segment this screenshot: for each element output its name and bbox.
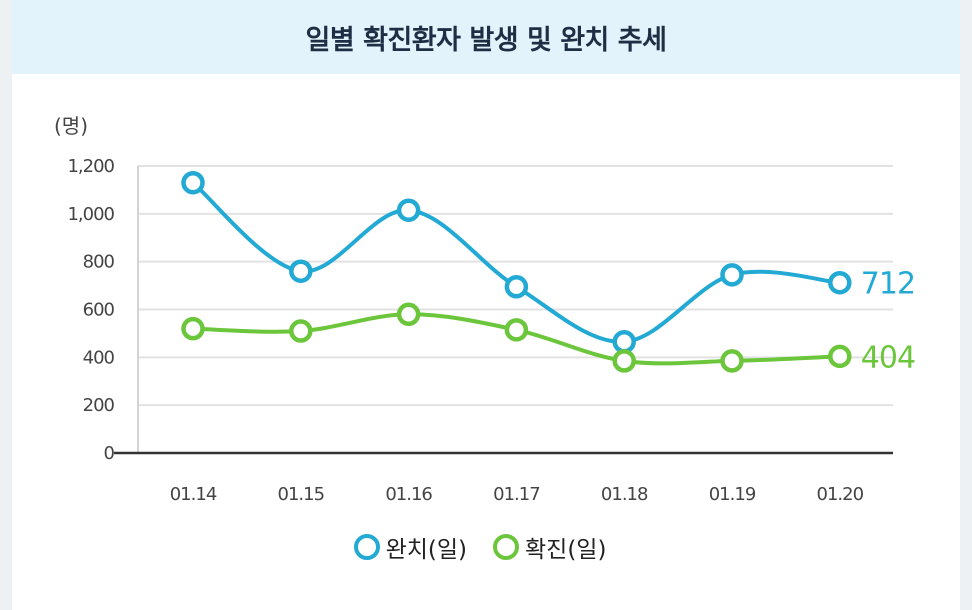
data-point-confirmed[interactable]: [504, 318, 529, 342]
x-tick-label: 01.17: [493, 484, 540, 505]
data-point-confirmed[interactable]: [828, 344, 852, 369]
legend-item-confirmed[interactable]: 확진(일): [493, 530, 606, 564]
title-bar: 일별 확진환자 발생 및 완치 추세: [12, 0, 960, 74]
x-tick-label: 01.18: [601, 484, 648, 505]
legend-label-recovered: 완치(일): [385, 537, 467, 563]
data-point-recovered[interactable]: [612, 330, 636, 354]
y-tick-label: 200: [83, 395, 115, 416]
chart-title: 일별 확진환자 발생 및 완치 추세: [305, 24, 667, 56]
y-tick-label: 600: [83, 300, 115, 321]
data-point-recovered[interactable]: [720, 263, 744, 287]
series-group: 712 404: [181, 170, 916, 375]
end-value-label-recovered: 712: [861, 267, 915, 302]
x-tick-label: 01.19: [709, 484, 756, 505]
data-point-confirmed[interactable]: [289, 319, 313, 343]
data-point-recovered[interactable]: [289, 259, 313, 283]
data-point-confirmed[interactable]: [396, 302, 421, 327]
legend-item-recovered[interactable]: 완치(일): [353, 530, 467, 564]
y-tick-label: 800: [83, 252, 115, 273]
grid-lines: [114, 165, 893, 455]
y-axis-ticks: 0 200 400 600 800 1,000 1,200: [67, 156, 115, 464]
x-tick-label: 01.16: [385, 484, 432, 505]
x-tick-label: 01.14: [170, 484, 217, 505]
data-point-recovered[interactable]: [396, 198, 421, 222]
legend-label-confirmed: 확진(일): [525, 537, 607, 563]
legend: 완치(일) 확진(일): [0, 530, 960, 564]
legend-marker-confirmed: [493, 534, 519, 560]
data-point-confirmed[interactable]: [181, 316, 205, 341]
data-point-recovered[interactable]: [828, 270, 852, 295]
x-tick-label: 01.20: [817, 484, 864, 505]
end-value-label-confirmed: 404: [861, 340, 915, 375]
y-tick-label: 400: [83, 347, 115, 368]
chart-card: 일별 확진환자 발생 및 완치 추세: [12, 0, 960, 610]
data-point-confirmed[interactable]: [720, 349, 744, 373]
x-tick-label: 01.15: [278, 484, 325, 505]
data-point-recovered[interactable]: [504, 275, 529, 299]
data-point-confirmed[interactable]: [612, 349, 636, 373]
data-point-recovered[interactable]: [181, 170, 205, 195]
y-tick-label: 1,200: [67, 156, 114, 177]
legend-marker-recovered: [353, 534, 380, 560]
y-tick-label: 1,000: [67, 204, 114, 225]
y-axis-unit: (명): [54, 114, 88, 138]
y-tick-label: 0: [104, 443, 115, 464]
x-axis-ticks: 01.14 01.15 01.16 01.17 01.18 01.19 01.20: [170, 484, 865, 505]
